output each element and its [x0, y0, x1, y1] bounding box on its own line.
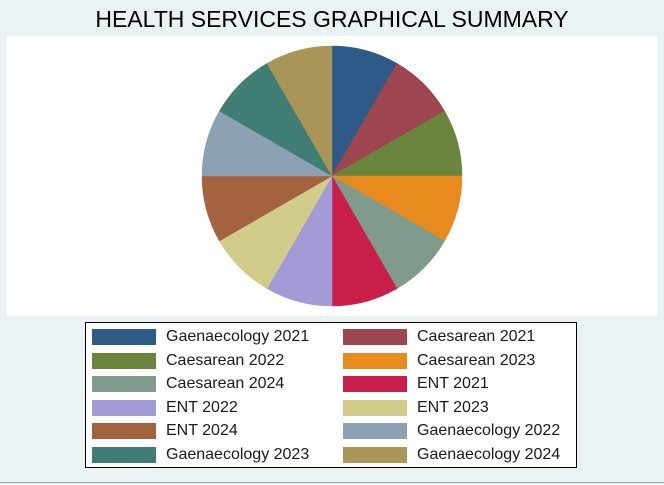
- legend-item-caesarean-2023: Caesarean 2023: [343, 351, 535, 371]
- legend-label: ENT 2023: [417, 399, 489, 416]
- legend-item-ent-2021: ENT 2021: [343, 374, 489, 394]
- legend-label: Caesarean 2022: [166, 352, 285, 369]
- pie-slice-gaenaecology-2024: [266, 45, 333, 177]
- legend-swatch: [343, 423, 407, 439]
- legend-label: Caesarean 2024: [166, 375, 285, 392]
- legend-item-ent-2023: ENT 2023: [343, 398, 489, 418]
- legend-label: Caesarean 2021: [417, 328, 536, 345]
- legend-swatch: [343, 447, 407, 463]
- legend-label: Gaenaecology 2022: [417, 422, 561, 439]
- legend-item-gaenaecology-2022: Gaenaecology 2022: [343, 421, 560, 441]
- legend-swatch: [343, 329, 407, 345]
- legend-swatch: [92, 400, 156, 416]
- legend-item-gaenaecology-2023: Gaenaecology 2023: [92, 445, 309, 465]
- legend-swatch: [92, 376, 156, 392]
- legend: Gaenaecology 2021 Caesarean 2021 Caesarean…: [85, 322, 577, 468]
- plot-area: [7, 36, 657, 316]
- legend-swatch: [92, 447, 156, 463]
- legend-swatch: [343, 376, 407, 392]
- legend-label: ENT 2021: [417, 375, 489, 392]
- legend-label: ENT 2024: [166, 422, 238, 439]
- legend-item-ent-2024: ENT 2024: [92, 421, 238, 441]
- legend-swatch: [343, 353, 407, 369]
- chart-title: HEALTH SERVICES GRAPHICAL SUMMARY: [95, 6, 569, 32]
- legend-swatch: [92, 329, 156, 345]
- legend-label: Gaenaecology 2024: [417, 446, 561, 463]
- legend-swatch: [92, 423, 156, 439]
- bottom-divider: [0, 482, 664, 483]
- legend-label: ENT 2022: [166, 399, 238, 416]
- legend-swatch: [92, 353, 156, 369]
- legend-item-caesarean-2024: Caesarean 2024: [92, 374, 284, 394]
- pie-chart: [201, 45, 463, 307]
- legend-label: Caesarean 2023: [417, 352, 536, 369]
- legend-swatch: [343, 400, 407, 416]
- legend-label: Gaenaecology 2021: [166, 328, 310, 345]
- legend-label: Gaenaecology 2023: [166, 446, 310, 463]
- legend-item-caesarean-2021: Caesarean 2021: [343, 327, 535, 347]
- legend-item-gaenaecology-2021: Gaenaecology 2021: [92, 327, 309, 347]
- legend-item-ent-2022: ENT 2022: [92, 398, 238, 418]
- legend-item-caesarean-2022: Caesarean 2022: [92, 351, 284, 371]
- legend-item-gaenaecology-2024: Gaenaecology 2024: [343, 445, 560, 465]
